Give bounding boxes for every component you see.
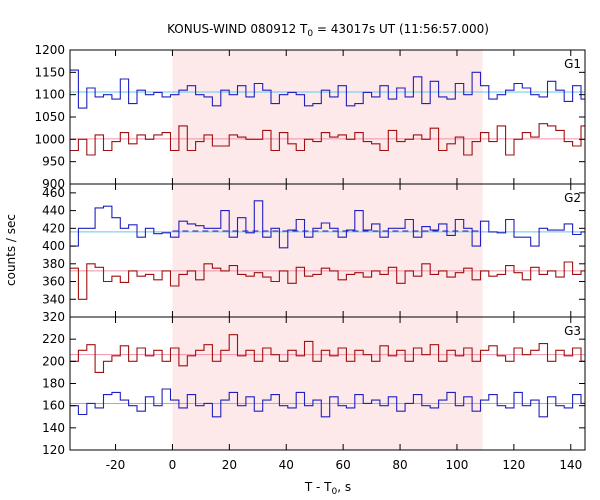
y-tick-label: 120 [42,443,65,457]
y-tick-label: 360 [42,275,65,289]
y-tick-label: 180 [42,377,65,391]
burst-interval-highlight [172,50,483,450]
y-tick-label: 420 [42,221,65,235]
y-tick-label: 1200 [34,43,65,57]
x-axis-label: T - T0, s [304,480,351,497]
y-tick-label: 460 [42,186,65,200]
chart-title: KONUS-WIND 080912 T0 = 43017s UT (11:56:… [167,22,489,39]
light-curve-blue [70,388,585,418]
y-tick-label: 1000 [34,132,65,146]
panels-layer: 90095010001050110011501200G1320340360380… [34,43,586,472]
y-tick-label: 1050 [34,110,65,124]
y-tick-label: 340 [42,292,65,306]
panel-label-g2: G2 [564,191,581,205]
x-tick-label: 120 [502,458,525,472]
light-curve-red [70,334,585,373]
light-curve-red [70,261,585,300]
y-axis-label: counts / sec [4,214,18,286]
panel-g2: 320 340 360 380 400 420 440 460 G2 [42,183,586,324]
light-curve-blue [70,69,585,109]
light-curve-blue [70,200,585,249]
panel-g1: 900 950 1000 1050 1100 1150 1200 G1 [34,43,586,191]
y-tick-label: 950 [42,155,65,169]
y-tick-label: 900 [42,177,65,191]
x-tick-label: 80 [392,458,407,472]
y-tick-label: 160 [42,399,65,413]
y-tick-label: 1100 [34,88,65,102]
panel-g3: 120 140 160 180 200 220 G3 [42,316,586,457]
y-tick-label: 320 [42,310,65,324]
x-tick-label: -20 [106,458,126,472]
y-tick-label: 380 [42,257,65,271]
x-tick-label: 0 [169,458,177,472]
x-tick-label: 60 [336,458,351,472]
y-tick-label: 200 [42,354,65,368]
y-tick-label: 440 [42,204,65,218]
x-tick-label: 40 [279,458,294,472]
x-tick-label: 20 [222,458,237,472]
panel-label-g3: G3 [564,324,581,338]
x-tick-label: 100 [446,458,469,472]
panel-label-g1: G1 [564,57,581,71]
y-tick-label: 1150 [34,65,65,79]
y-tick-label: 140 [42,421,65,435]
x-tick-label: 140 [559,458,582,472]
light-curve-red [70,123,585,156]
y-tick-label: 220 [42,332,65,346]
y-tick-label: 400 [42,239,65,253]
